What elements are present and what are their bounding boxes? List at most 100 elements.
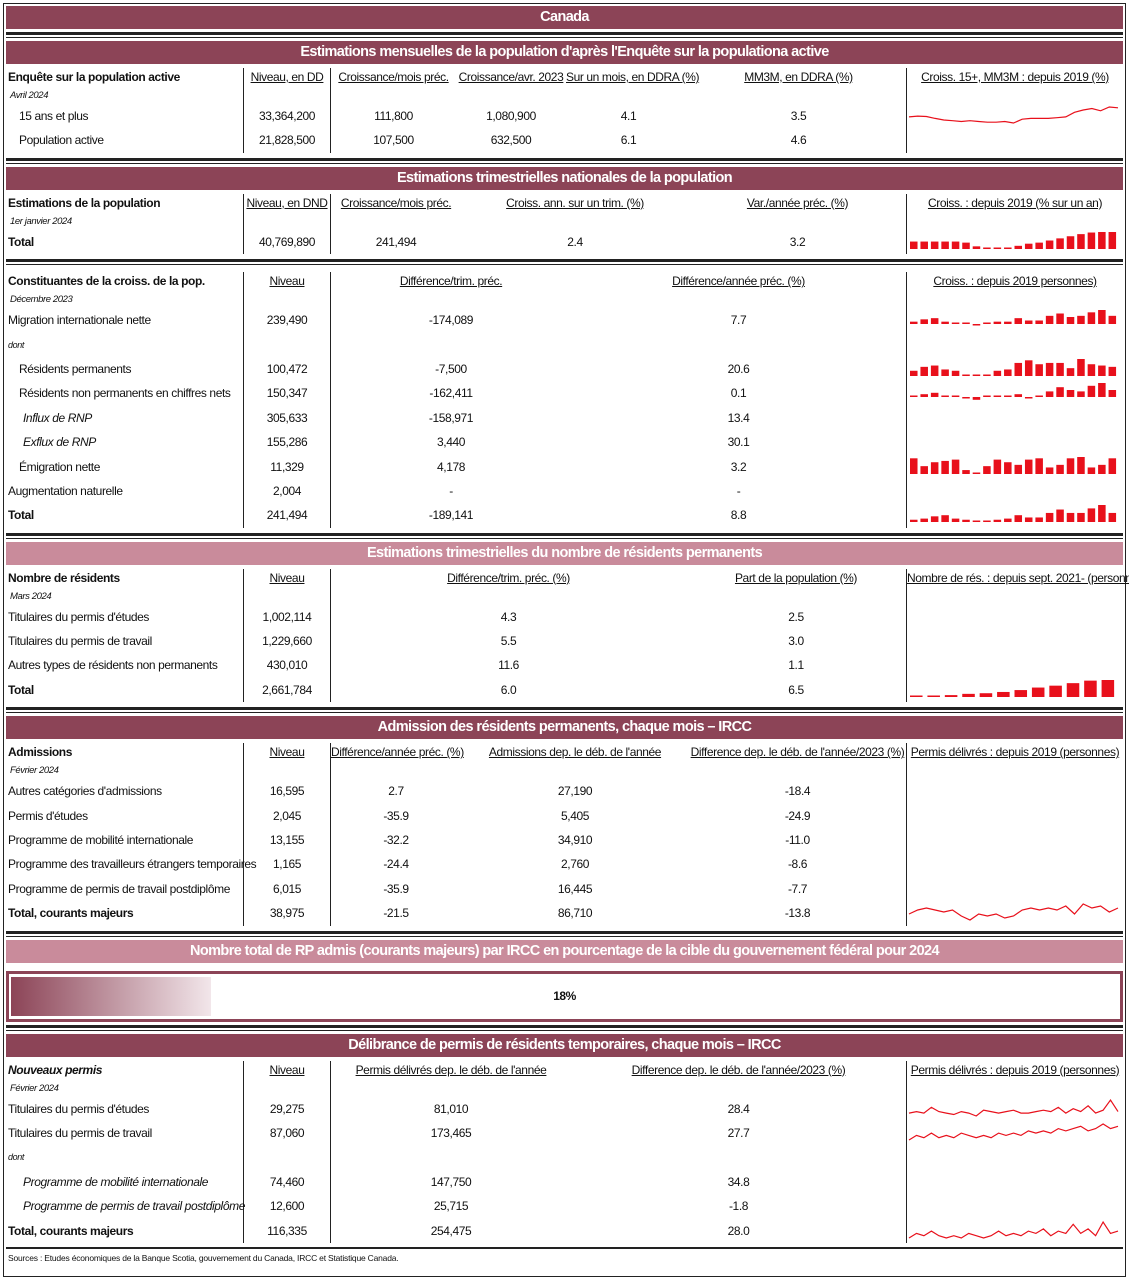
empty-cell [244,1079,331,1097]
row-value: 12,600 [244,1194,331,1219]
spark-bar [920,518,928,523]
spark-bar [962,469,970,474]
row-value: -24.9 [784,808,811,823]
sparkline-migration [910,310,1117,326]
row-value: 28.4 [727,1101,750,1116]
row-value: 6,015 [244,876,331,902]
empty-cell [906,587,1123,605]
sparkline-cell [906,356,1123,382]
table-title: Nombre de résidents [6,568,244,588]
spark-bar [1066,457,1075,474]
row-label: Programme des travailleurs étrangers tem… [6,852,257,877]
empty-cell [689,213,906,230]
empty-cell [331,588,686,605]
spark-bar [910,321,918,325]
empty-cell [244,587,331,605]
row-label: Influx de RNP [6,405,244,431]
spark-bar [1077,513,1085,523]
row-value: 20.6 [727,361,750,376]
section-divider [6,707,1123,714]
row-value: 40,769,890 [244,229,331,255]
sparkline-rnp [910,383,1117,401]
empty-cell [331,213,461,230]
table-row: Programme de mobilité internationale 74,4… [6,1169,1123,1195]
row-value: -35.9 [383,808,409,823]
spark-bar [1108,366,1117,376]
row-label: Exflux de RNP [6,430,244,455]
row-value: 27,190 [557,784,593,799]
row-value: 4.6 [790,133,807,148]
table-title: Estimations de la population [6,193,244,213]
row-value [331,1145,571,1169]
empty-cell [689,762,906,779]
row-value: 6.5 [788,682,804,697]
spark-bar [1066,368,1075,376]
spark-bar [930,365,939,376]
spark-bar [1014,689,1028,697]
page-title: Canada [6,6,1123,29]
spark-bar [983,322,991,325]
row-label: Titulaires du permis de travail [6,629,244,654]
table-date-row: Février 2024 [6,762,1123,780]
sparkline-cell [906,677,1123,703]
empty-cell [691,87,906,104]
spark-bar [972,472,981,474]
spark-bar [927,695,940,697]
spark-bar [1004,247,1012,249]
table-title: Enquête sur la population active [6,68,244,87]
row-label: Total, courants majeurs [6,1218,244,1243]
row-value: 86,710 [557,906,593,921]
column-header: Difference dep. le déb. de l'année/2023 … [690,745,905,760]
spark-bar [951,370,960,376]
spark-bar [962,374,970,376]
table-row: Total 40,769,890 241,494 2.4 3.2 [6,229,1123,255]
section-header: Estimations trimestrielles du nombre de … [6,541,1123,565]
chart-title: Croiss. 15+, MM3M : depuis 2019 (%) [906,68,1123,87]
sparkline-cell [906,604,1123,630]
spark-bar [1087,364,1096,376]
spark-bar [1004,395,1012,398]
spark-bar [1014,394,1023,398]
sparkline-cell [906,901,1123,926]
row-value: 1,165 [244,852,331,877]
spark-line [908,903,1119,921]
spark-bar [941,369,949,376]
table-row: dont [6,1145,1123,1170]
sparkline-cell [906,1145,1123,1170]
row-value: 1.1 [788,658,804,673]
empty-cell [906,1079,1123,1097]
spark-bar [1014,464,1023,474]
sparkline-cell [906,852,1123,877]
row-label: Programme de permis de travail postdiplô… [6,876,244,902]
sparkline-total [910,505,1117,523]
row-value [331,333,571,357]
table-block: Nombre de résidents Niveau Différence/trim… [6,565,1129,705]
spark-bar [1035,242,1043,249]
row-value: -24.4 [383,857,409,872]
sources-footnote: Sources : Etudes économiques de la Banqu… [6,1246,1123,1267]
row-label: Total, courants majeurs [6,901,244,926]
table-date: Février 2024 [6,1079,244,1097]
spark-bar [930,393,939,398]
sparkline-cell [906,229,1123,255]
empty-cell [906,87,1123,104]
spark-bar [1108,316,1117,325]
spark-bar [1077,316,1085,325]
row-value: 1,080,900 [486,109,536,123]
row-value: 4,178 [436,459,466,474]
column-header: Difference dep. le déb. de l'année/2023 … [631,1062,846,1077]
spark-bar [1087,508,1096,523]
spark-bar [1108,457,1117,474]
row-value: -1.8 [728,1199,749,1214]
spark-bar [1056,238,1064,249]
spark-bar [972,324,981,326]
spark-bar [1108,390,1117,398]
sparkline-work [908,1123,1119,1141]
empty-cell [461,762,689,779]
spark-bar [910,395,918,398]
spark-bar [930,318,939,325]
row-value: 2.5 [788,609,804,624]
row-value: 2.7 [388,784,404,799]
table-date-row: Avril 2024 [6,87,1123,104]
row-value: 6.1 [620,133,637,148]
